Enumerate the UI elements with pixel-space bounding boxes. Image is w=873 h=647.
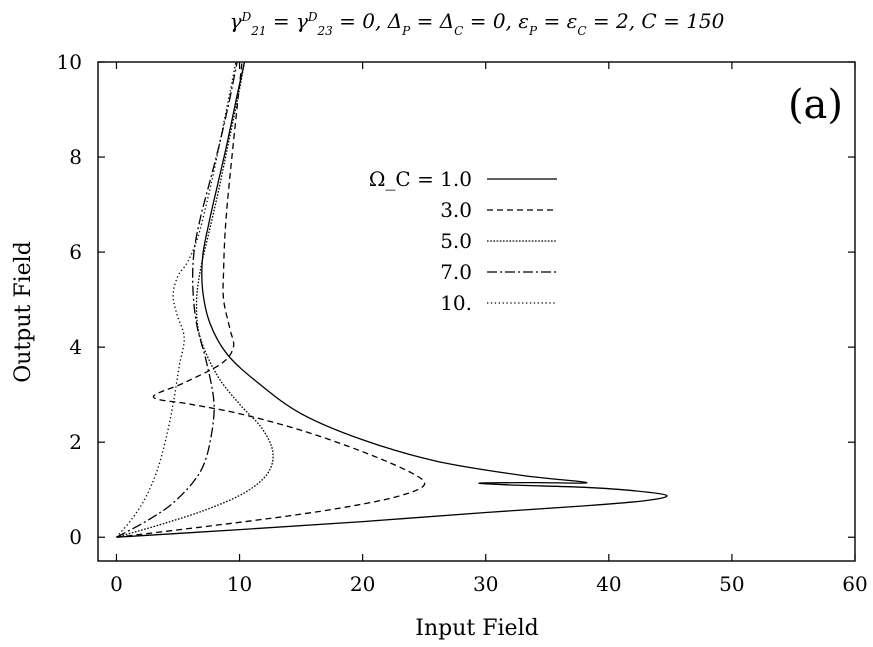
legend-label: Ω_C = 1.0 — [369, 167, 472, 191]
series-line-1 — [116, 61, 426, 538]
plot-frame — [97, 61, 856, 562]
legend: Ω_C = 1.0 3.0 5.0 7.0 10. — [369, 167, 557, 315]
x-tick-label: 10 — [227, 572, 252, 596]
x-axis-label: Input Field — [415, 616, 538, 641]
series-line-2 — [116, 61, 274, 538]
x-tick-label: 60 — [842, 572, 867, 596]
series-line-3 — [116, 61, 238, 538]
legend-label: 7.0 — [440, 260, 472, 284]
plot-axes — [97, 61, 856, 562]
series-lines — [116, 61, 668, 538]
y-tick-label: 8 — [69, 145, 82, 169]
series-line-4 — [116, 61, 237, 538]
y-tick-label: 10 — [57, 50, 82, 74]
series-line-0 — [116, 61, 668, 538]
panel-label: (a) — [788, 82, 843, 128]
tick-labels: 0 10 20 30 40 50 60 0 2 4 6 8 10 — [57, 50, 868, 596]
x-tick-label: 0 — [110, 572, 123, 596]
y-tick-label: 2 — [69, 430, 82, 454]
x-tick-label: 50 — [719, 572, 744, 596]
chart-title: γD21 = γD23 = 0, ΔP = ΔC = 0, εP = εC = … — [230, 9, 725, 38]
x-tick-label: 40 — [596, 572, 621, 596]
y-tick-label: 4 — [69, 335, 82, 359]
y-tick-label: 6 — [69, 240, 82, 264]
legend-label: 10. — [440, 291, 472, 315]
title-text: γD21 = γD23 = 0, ΔP = ΔC = 0, εP = εC = … — [230, 9, 725, 38]
x-tick-label: 20 — [350, 572, 375, 596]
tick-marks — [98, 61, 856, 561]
y-tick-label: 0 — [69, 525, 82, 549]
legend-label: 5.0 — [440, 229, 472, 253]
x-tick-label: 30 — [473, 572, 498, 596]
y-axis-label: Output Field — [11, 241, 36, 383]
legend-label: 3.0 — [440, 198, 472, 222]
